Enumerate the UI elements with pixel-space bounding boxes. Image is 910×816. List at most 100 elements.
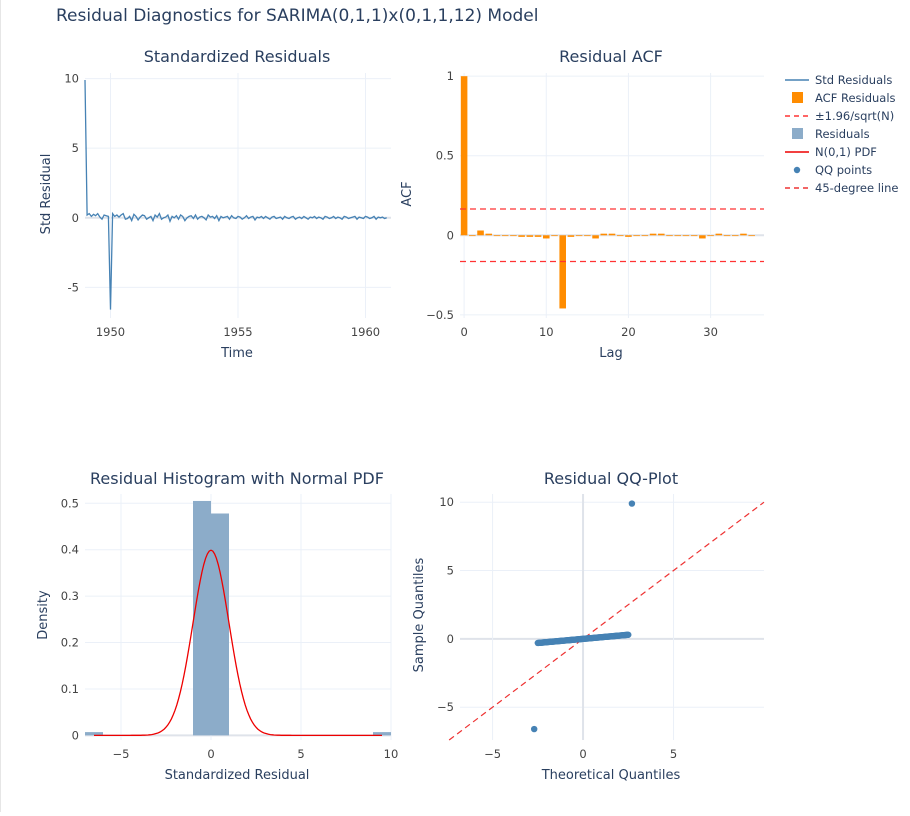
legend-item[interactable]: 45-degree line: [785, 181, 899, 195]
legend-item[interactable]: QQ points: [793, 163, 872, 177]
y-tick-label: 0: [447, 228, 454, 242]
x-tick-label: 10: [539, 325, 554, 339]
acf-bar: [641, 235, 649, 237]
panel-title: Residual Histogram with Normal PDF: [90, 469, 384, 488]
x-tick-label: 0: [579, 747, 586, 761]
acf-bar: [740, 233, 747, 236]
acf-bar: [616, 235, 624, 237]
y-tick-label: 1: [447, 69, 454, 83]
acf-bar: [526, 235, 534, 237]
x-tick-label: 0: [460, 325, 467, 339]
y-tick-label: 0.2: [61, 636, 79, 650]
legend-item[interactable]: ±1.96/sqrt(N): [785, 109, 894, 123]
acf-bar: [501, 235, 509, 237]
x-axis-label: Theoretical Quantiles: [541, 768, 681, 783]
histogram-bar: [85, 732, 103, 736]
acf-bar: [682, 235, 690, 237]
acf-bar: [559, 235, 566, 309]
y-tick-label: 5: [447, 564, 454, 578]
x-tick-label: 1955: [223, 325, 252, 339]
residual-histogram-panel: Residual Histogram with Normal PDF Stand…: [36, 469, 398, 783]
figure-title: Residual Diagnostics for SARIMA(0,1,1)x(…: [56, 6, 538, 26]
x-tick-label: 0: [207, 747, 214, 761]
residual-acf-panel: Residual ACF Lag ACF −0.500.510 10 20 30: [400, 47, 764, 361]
legend-label: ACF Residuals: [815, 91, 896, 105]
legend-label: Std Residuals: [815, 73, 892, 87]
acf-bar: [485, 233, 493, 236]
acf-bar: [690, 235, 698, 237]
y-tick-label: 10: [439, 495, 454, 509]
normal-pdf-line: [94, 549, 382, 737]
y-tick-label: 0.5: [436, 149, 454, 163]
acf-bar: [477, 230, 484, 236]
y-tick-label: 0.1: [61, 682, 79, 696]
acf-bar: [658, 233, 665, 236]
acf-bar: [534, 235, 542, 237]
acf-bar: [469, 235, 476, 237]
acf-bar: [542, 235, 550, 239]
acf-bar: [715, 233, 723, 236]
legend-swatch-dot: [793, 166, 801, 174]
legend-item[interactable]: Residuals: [792, 127, 870, 141]
acf-bar: [666, 235, 673, 237]
x-axis-label: Standardized Residual: [165, 768, 310, 783]
x-tick-label: 1960: [351, 325, 380, 339]
x-axis-label: Time: [220, 346, 253, 361]
x-tick-label: 20: [621, 325, 636, 339]
acf-bar: [584, 235, 591, 237]
x-tick-label: 10: [384, 747, 399, 761]
x-axis-label: Lag: [599, 346, 622, 361]
legend-swatch-bar: [792, 128, 803, 139]
acf-bar: [592, 235, 599, 239]
qq-outlier-point: [530, 725, 538, 733]
panel-title: Standardized Residuals: [144, 47, 331, 66]
legend-label: ±1.96/sqrt(N): [815, 109, 894, 123]
legend-label: N(0,1) PDF: [815, 145, 877, 159]
y-tick-label: 0: [72, 728, 79, 742]
y-tick-label: -5: [68, 280, 79, 294]
y-tick-label: 0.4: [61, 543, 79, 557]
y-axis-label: Std Residual: [39, 154, 54, 235]
acf-bar: [493, 235, 501, 237]
y-tick-label: 5: [72, 141, 79, 155]
panel-title: Residual QQ-Plot: [544, 469, 678, 488]
acf-bar: [567, 235, 575, 237]
legend-label: Residuals: [815, 127, 870, 141]
y-axis-label: Density: [36, 590, 51, 640]
acf-bar: [510, 235, 517, 237]
acf-bar: [707, 235, 714, 237]
y-axis-label: ACF: [400, 181, 415, 206]
legend-item[interactable]: ACF Residuals: [792, 91, 896, 105]
acf-bar: [723, 235, 731, 237]
legend-item[interactable]: N(0,1) PDF: [785, 145, 877, 159]
y-tick-label: 0: [72, 211, 79, 225]
acf-bar: [625, 235, 632, 237]
acf-bar: [518, 235, 525, 237]
acf-bar: [600, 233, 608, 236]
acf-bar: [731, 235, 739, 237]
acf-bar: [674, 235, 682, 237]
std-residuals-line: [84, 79, 387, 310]
acf-bar: [649, 233, 657, 236]
y-tick-label: −5: [437, 700, 454, 714]
acf-bar: [699, 235, 706, 239]
histogram-bar: [193, 500, 211, 736]
legend[interactable]: Std Residuals ACF Residuals ±1.96/sqrt(N) R…: [785, 73, 899, 195]
y-tick-label: −0.5: [426, 308, 454, 322]
legend-item[interactable]: Std Residuals: [785, 73, 892, 87]
x-tick-label: 5: [670, 747, 677, 761]
acf-bar: [460, 76, 468, 236]
histogram-bar: [373, 732, 391, 736]
y-tick-label: 0.5: [61, 496, 79, 510]
legend-label: QQ points: [815, 163, 872, 177]
x-tick-label: −5: [484, 747, 501, 761]
x-tick-label: 1950: [96, 325, 125, 339]
qq-point: [625, 631, 632, 638]
acf-bar: [575, 235, 583, 237]
y-axis-label: Sample Quantiles: [412, 557, 427, 672]
acf-bar: [608, 233, 616, 236]
acf-bar: [551, 235, 558, 237]
acf-bar: [633, 235, 640, 237]
